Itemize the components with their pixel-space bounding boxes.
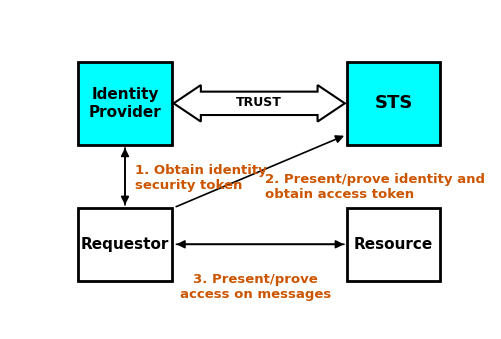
Text: 3. Present/prove
access on messages: 3. Present/prove access on messages: [179, 273, 330, 301]
FancyBboxPatch shape: [346, 62, 439, 145]
Text: Resource: Resource: [353, 237, 432, 252]
Text: Requestor: Requestor: [81, 237, 169, 252]
Text: Identity
Provider: Identity Provider: [89, 87, 161, 120]
Text: 2. Present/prove identity and
obtain access token: 2. Present/prove identity and obtain acc…: [265, 173, 484, 201]
FancyBboxPatch shape: [346, 208, 439, 281]
FancyBboxPatch shape: [78, 208, 171, 281]
Text: 1. Obtain identity
security token: 1. Obtain identity security token: [134, 164, 266, 192]
Polygon shape: [173, 85, 344, 122]
Text: STS: STS: [374, 94, 412, 112]
FancyBboxPatch shape: [78, 62, 171, 145]
Text: TRUST: TRUST: [236, 96, 282, 108]
